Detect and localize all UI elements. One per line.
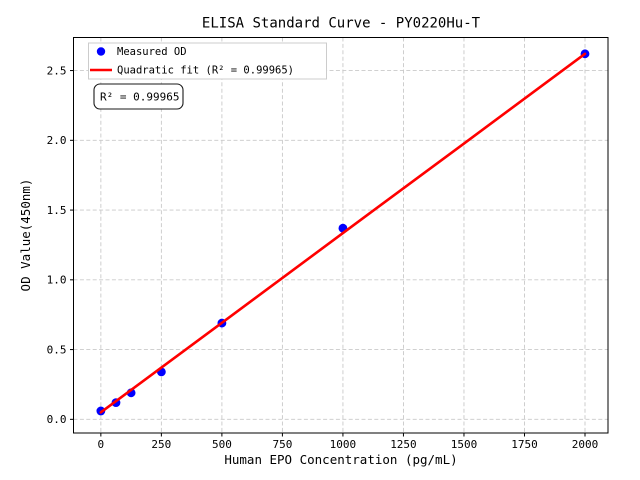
legend-scatter-marker-icon	[96, 47, 106, 56]
chart-title: ELISA Standard Curve - PY0220Hu-T	[202, 16, 481, 32]
x-tick-label: 1000	[330, 438, 357, 451]
x-tick-label: 250	[151, 438, 171, 451]
x-tick-label: 2000	[572, 438, 599, 451]
x-tick-label: 500	[212, 438, 232, 451]
y-axis-label: OD Value(450nm)	[18, 179, 33, 292]
r-squared-annotation: R² = 0.99965	[93, 83, 184, 110]
y-tick-label: 1.0	[47, 274, 67, 287]
x-tick-label: 0	[98, 438, 105, 451]
y-tick-label: 0.0	[47, 413, 67, 426]
plot-frame	[73, 37, 609, 434]
y-tick-label: 1.5	[47, 204, 67, 217]
legend-box	[88, 42, 327, 80]
x-tick-label: 1500	[451, 438, 478, 451]
x-axis-label: Human EPO Concentration (pg/mL)	[224, 452, 457, 467]
r-squared-annotation-text: R² = 0.99965	[100, 91, 179, 104]
fit-line	[99, 52, 587, 414]
r-squared-annotation-box	[93, 83, 184, 110]
x-tick-label: 750	[272, 438, 292, 451]
legend-item-quadratic-fit: Quadratic fit (R² = 0.99965)	[117, 65, 294, 77]
series-layer	[96, 49, 590, 416]
y-tick-label: 2.0	[47, 134, 67, 147]
y-tick-label: 0.5	[47, 343, 67, 356]
axes-layer: 0 250 500 750 1000 1250 1500 1750 2000 0.0 0.5 1.0 1…	[47, 37, 609, 451]
x-tick-label: 1750	[511, 438, 538, 451]
legend-item-measured-od: Measured OD	[117, 46, 187, 58]
legend: Measured OD Quadratic fit (R² = 0.99965)	[88, 42, 327, 80]
y-tick-label: 2.5	[47, 64, 67, 77]
x-tick-label: 1250	[390, 438, 417, 451]
